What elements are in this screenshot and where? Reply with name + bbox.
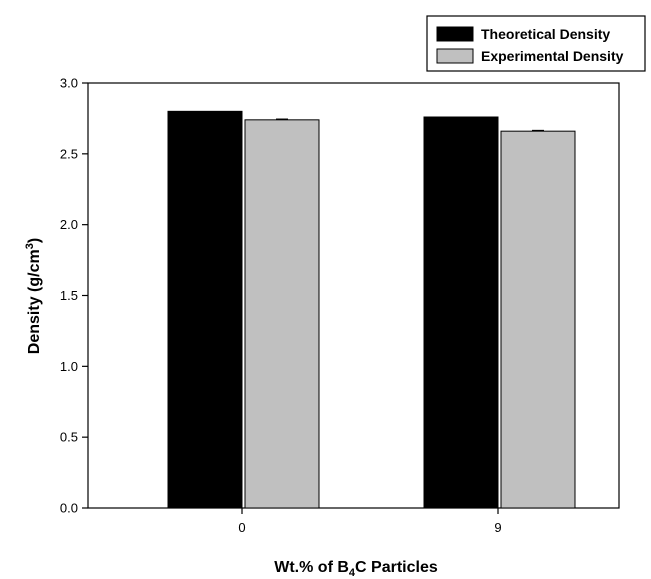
y-tick-label: 0.5 [60, 430, 78, 445]
y-tick-label: 1.0 [60, 359, 78, 374]
y-tick-label: 0.0 [60, 501, 78, 516]
x-tick-label: 9 [494, 520, 501, 535]
y-tick-label: 3.0 [60, 76, 78, 91]
bar-theoretical-0 [167, 110, 243, 509]
bars [167, 110, 576, 509]
bar-experimental-0 [244, 119, 320, 509]
bar-theoretical-9 [423, 116, 499, 509]
legend-label-theoretical: Theoretical Density [481, 26, 610, 42]
y-tick-label: 2.5 [60, 146, 78, 161]
bar-experimental-9 [500, 130, 576, 509]
legend-swatch-experimental [436, 48, 474, 64]
x-tick-label: 0 [238, 520, 245, 535]
y-axis-title: Density (g/cm3) [24, 238, 43, 354]
legend-label-experimental: Experimental Density [481, 48, 624, 64]
x-axis-title: Wt.% of B4C Particles [274, 559, 438, 579]
y-axis: 0.0 0.5 1.0 1.5 2.0 2.5 3.0 [60, 76, 88, 516]
y-tick-label: 2.0 [60, 217, 78, 232]
legend-swatch-theoretical [436, 26, 474, 42]
legend: Theoretical Density Experimental Density [426, 15, 646, 72]
y-tick-label: 1.5 [60, 288, 78, 303]
